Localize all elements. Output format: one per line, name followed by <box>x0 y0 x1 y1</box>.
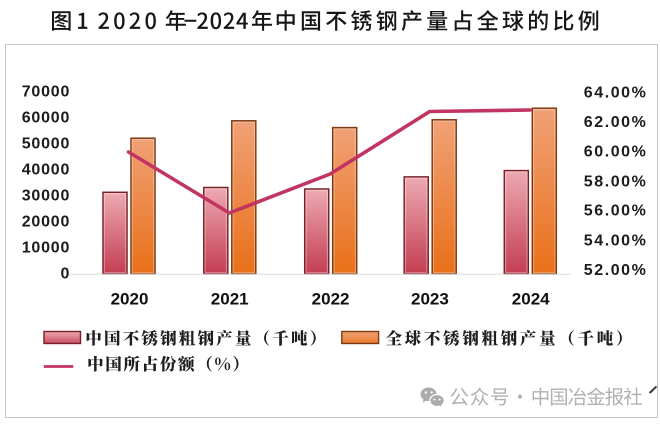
svg-text:0: 0 <box>60 265 70 282</box>
svg-text:10000: 10000 <box>22 239 71 256</box>
svg-text:52.00%: 52.00% <box>584 262 648 279</box>
svg-text:2023: 2023 <box>411 290 449 309</box>
svg-text:60000: 60000 <box>22 110 71 127</box>
svg-text:62.00%: 62.00% <box>584 114 648 131</box>
svg-text:2020: 2020 <box>111 290 149 309</box>
svg-text:64.00%: 64.00% <box>584 85 648 102</box>
svg-text:30000: 30000 <box>22 188 71 205</box>
svg-text:70000: 70000 <box>22 84 71 101</box>
svg-text:2022: 2022 <box>312 290 350 309</box>
svg-text:58.00%: 58.00% <box>584 173 648 190</box>
svg-text:60.00%: 60.00% <box>584 144 648 161</box>
svg-text:2021: 2021 <box>211 290 249 309</box>
svg-text:50000: 50000 <box>22 136 71 153</box>
svg-text:56.00%: 56.00% <box>584 203 648 220</box>
svg-text:54.00%: 54.00% <box>584 232 648 249</box>
svg-text:2024: 2024 <box>512 290 550 309</box>
svg-text:40000: 40000 <box>22 162 71 179</box>
svg-text:20000: 20000 <box>22 213 71 230</box>
